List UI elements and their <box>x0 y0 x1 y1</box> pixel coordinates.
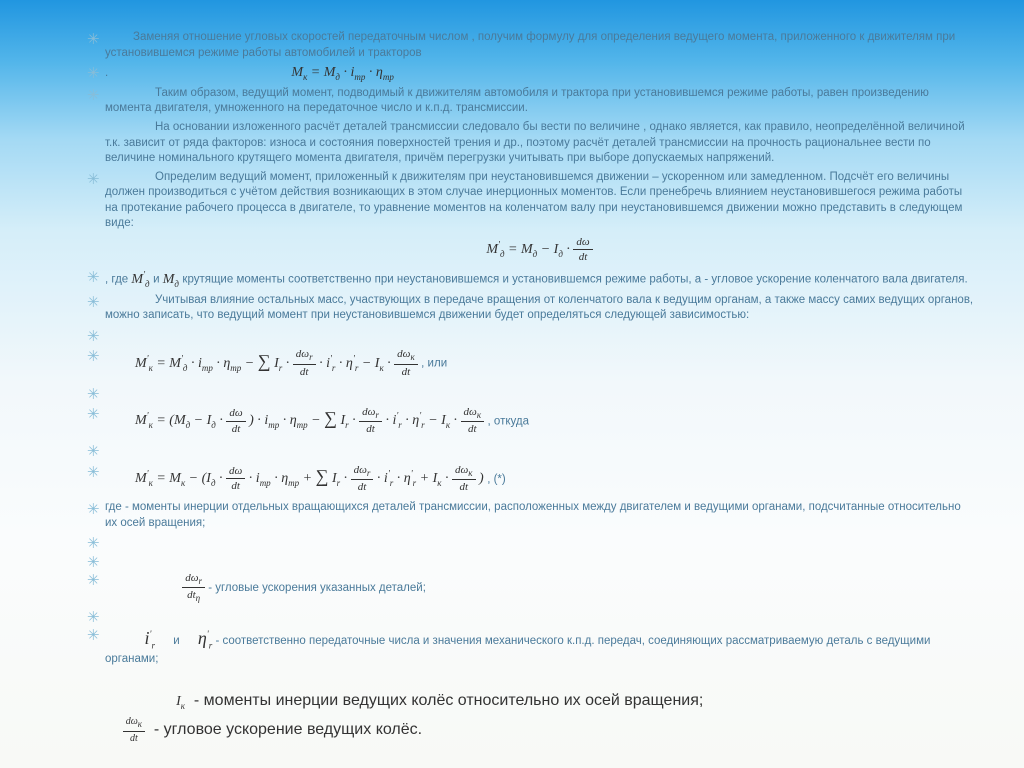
text-p10mid: и <box>173 635 179 647</box>
text-p8: где - моменты инерции отдельных вращающи… <box>105 500 974 531</box>
text-p6b: крутящие моменты соответственно при неус… <box>182 274 967 286</box>
bullet-icon: ✳ <box>87 502 100 517</box>
bullet-icon: ✳ <box>87 387 100 402</box>
text-p1: Заменяя отношение угловых скоростей пере… <box>105 30 974 61</box>
para-4: На основании изложенного расчёт деталей … <box>105 120 974 167</box>
formula-md: M'д = Mд − Iд · dωdt <box>105 235 974 266</box>
sym-ik: Iк <box>176 694 185 709</box>
text-p9: - угловые ускорения указанных деталей; <box>208 582 426 594</box>
bullet-icon: ✳ <box>87 555 100 570</box>
bullet-icon: ✳ <box>87 444 100 459</box>
text-p12: - угловое ускорение ведущих колёс. <box>154 721 422 738</box>
text-p11: - моменты инерции ведущих колёс относите… <box>194 692 703 709</box>
para-3: ✳ Таким образом, ведущий момент, подводи… <box>105 86 974 117</box>
para-12: dωкdt - угловое ускорение ведущих колёс. <box>105 715 974 745</box>
bullet-icon: ✳ <box>87 32 100 47</box>
formula-3: ✳ M'к = (Mд − Iд · dωdt ) · imp · ηmp − … <box>105 405 974 437</box>
f2-suffix: , или <box>421 358 447 370</box>
bullet-icon: ✳ <box>87 349 100 364</box>
text-p6a: , где <box>105 274 128 286</box>
bullet-icon: ✳ <box>87 66 100 81</box>
para-10: ✳ i'r и η'r - соответственно передаточны… <box>105 626 974 667</box>
para-9: ✳ dωrdtη - угловые ускорения указанных д… <box>105 571 974 605</box>
bullet-icon: ✳ <box>87 536 100 551</box>
sym-dwk: dωкdt <box>123 715 145 745</box>
text-p3: Таким образом, ведущий момент, подводимы… <box>105 86 974 117</box>
empty-bullet-3: ✳ <box>105 442 974 458</box>
f3-suffix: , откуда <box>488 415 529 427</box>
formula-4: ✳ M'к = Mк − (Iд · dωdt · imp · ηmp + ∑ … <box>105 463 974 495</box>
bullet-icon: ✳ <box>87 628 100 643</box>
bullet-icon: ✳ <box>87 465 100 480</box>
para-6: ✳ , где M'д и Mд крутящие моменты соотве… <box>105 268 974 290</box>
slide-content: ✳ Заменяя отношение угловых скоростей пе… <box>0 0 1024 768</box>
bullet-icon: ✳ <box>87 573 100 588</box>
formula-2: ✳ M'к = M'д · imp · ηmp − ∑ Ir · dωrdt ·… <box>105 347 974 379</box>
sym-etar: η'r <box>198 628 212 648</box>
sym-md1: M'д <box>131 272 153 287</box>
para-8: ✳ где - моменты инерции отдельных вращаю… <box>105 500 974 531</box>
text-p5: Определим ведущий момент, приложенный к … <box>105 170 974 232</box>
para-7: ✳ Учитывая влияние остальных масс, участ… <box>105 293 974 324</box>
para-1: ✳ Заменяя отношение угловых скоростей пе… <box>105 30 974 61</box>
formula-main: Mк = Mд · imp · ηmp <box>291 64 393 83</box>
bullet-icon: ✳ <box>87 172 100 187</box>
sym-dwr: dωrdtη <box>182 571 205 605</box>
bullet-icon: ✳ <box>87 329 100 344</box>
empty-bullet-5: ✳ <box>105 553 974 569</box>
bullet-icon: ✳ <box>87 407 100 422</box>
bullet-icon: ✳ <box>87 295 100 310</box>
empty-bullet-1: ✳ <box>105 327 974 343</box>
bullet-icon: ✳ <box>87 610 100 625</box>
empty-bullet-6: ✳ <box>105 608 974 624</box>
text-p7: Учитывая влияние остальных масс, участву… <box>105 293 974 324</box>
empty-bullet-2: ✳ <box>105 385 974 401</box>
text-p4: На основании изложенного расчёт деталей … <box>105 120 974 167</box>
sym-ir: i'r <box>145 628 155 648</box>
f4-suffix: , (*) <box>487 473 506 485</box>
text-p10: - соответственно передаточные числа и зн… <box>105 635 930 665</box>
empty-bullet-4: ✳ <box>105 534 974 550</box>
bullet-icon: ✳ <box>87 88 100 103</box>
para-dot: ✳ . Mк = Mд · imp · ηmp <box>105 64 974 83</box>
text-dot: . <box>105 67 108 79</box>
para-5: ✳ Определим ведущий момент, приложенный … <box>105 170 974 232</box>
sym-md2: Mд <box>163 272 183 287</box>
bullet-icon: ✳ <box>87 270 100 285</box>
text-p6mid: и <box>153 274 163 286</box>
para-11: Iк - моменты инерции ведущих колёс относ… <box>105 690 974 712</box>
